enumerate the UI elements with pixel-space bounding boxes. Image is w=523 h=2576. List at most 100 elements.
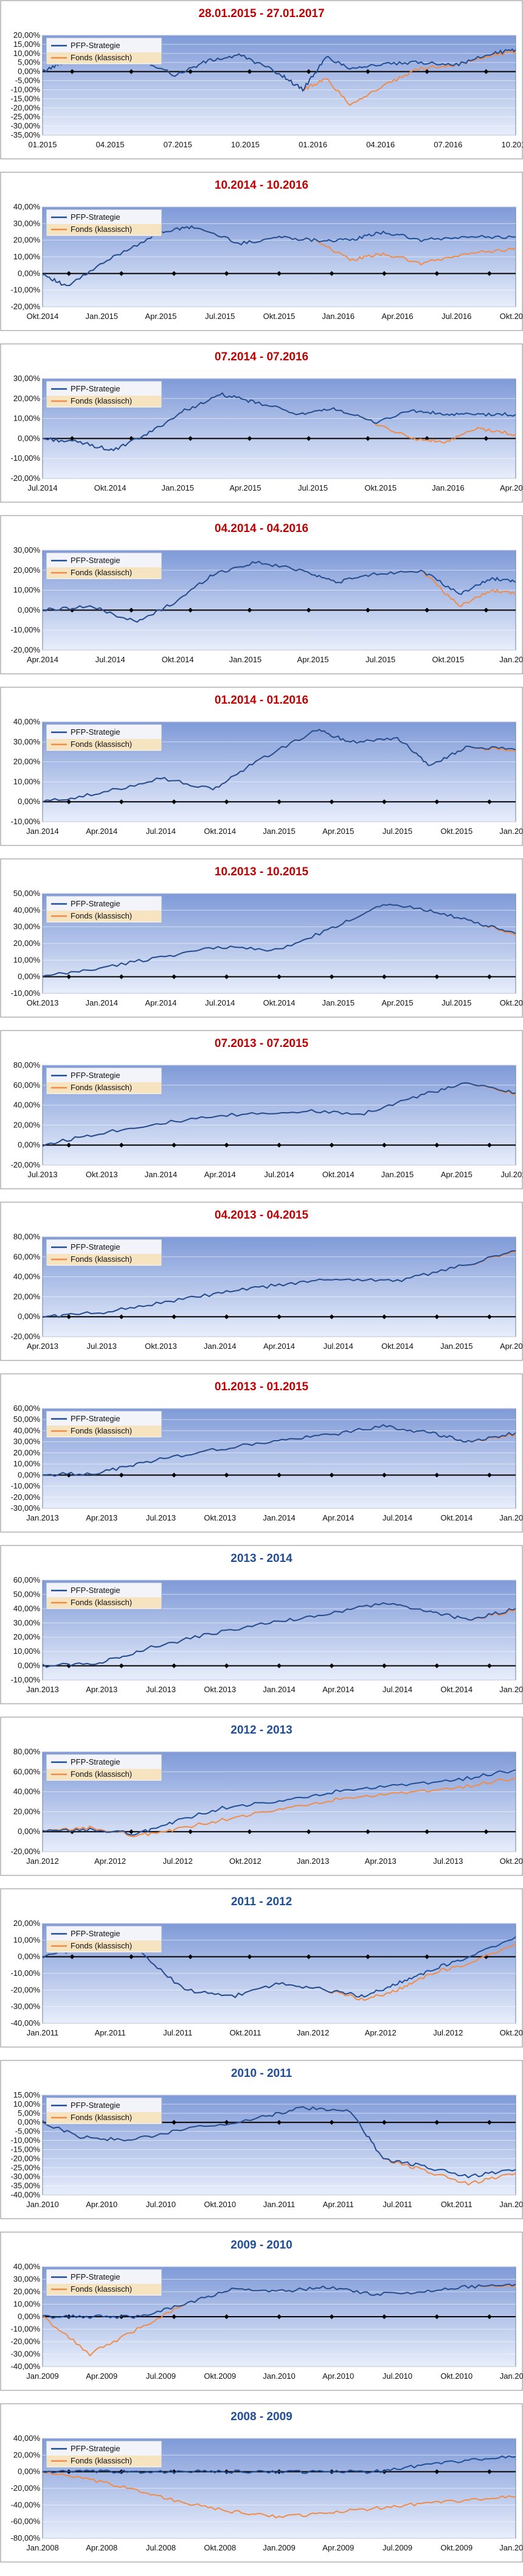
zero-line-marker <box>487 271 492 276</box>
chart-svg: 07.2013 - 07.2015 80,00% 60,00% 40,00% 20,00… <box>0 1030 523 1189</box>
x-tick-label: Jul.2013 <box>433 1857 463 1866</box>
legend-label: PFP-Strategie <box>71 212 120 222</box>
legend-label: Fonds (klassisch) <box>71 2113 132 2122</box>
y-tick-label: -15,00% <box>11 2144 41 2154</box>
x-tick-label: Jan.2014 <box>263 1513 296 1522</box>
zero-line-marker <box>171 1314 177 1320</box>
x-tick-label: Jul.2013 <box>146 1685 176 1694</box>
series-line-pfp <box>42 1769 516 1836</box>
zero-line-marker <box>247 69 252 74</box>
x-tick-label: Okt.2015 <box>440 827 473 836</box>
legend-label: Fonds (klassisch) <box>71 568 132 577</box>
zero-line-marker <box>128 436 134 441</box>
x-tick-label: Okt.2014 <box>94 483 126 492</box>
x-tick-label: Apr.2015 <box>229 483 261 492</box>
legend-entry-bg <box>47 1082 161 1093</box>
legend-label: Fonds (klassisch) <box>71 1769 132 1779</box>
y-tick-label: 20,00% <box>13 757 41 766</box>
x-tick-label: Jan.2011 <box>27 2028 59 2037</box>
y-tick-label: -20,00% <box>11 474 41 483</box>
y-tick-label: 5,00% <box>18 2109 40 2118</box>
zero-line-marker <box>277 1663 282 1668</box>
chart-svg: 10.2013 - 10.2015 50,00% 40,00% 30,00% 20,00… <box>0 858 523 1018</box>
chart-panel: 2010 - 2011 15,00% 10,00% 5,00% 0,00% -5,00% -… <box>0 2060 523 2219</box>
zero-line-marker <box>434 271 440 276</box>
legend-entry-bg <box>47 1769 161 1780</box>
x-tick-label: Jan.2009 <box>26 2371 59 2381</box>
y-tick-label: 15,00% <box>13 40 41 49</box>
x-tick-label: Jan.2015 <box>381 1170 414 1179</box>
zero-line-marker <box>381 974 387 979</box>
y-tick-label: -30,00% <box>11 1503 41 1513</box>
y-tick-label: 0,00% <box>18 797 40 806</box>
zero-line-marker <box>424 69 430 74</box>
x-tick-label: Jan.2012 <box>26 1857 59 1866</box>
x-tick-label: Apr.2013 <box>86 1513 117 1522</box>
y-tick-label: -10,00% <box>11 1969 41 1978</box>
x-tick-label: Okt.2013 <box>145 1342 177 1351</box>
y-tick-label: -20,00% <box>11 645 41 654</box>
x-tick-label: Jan.2010 <box>263 2371 296 2381</box>
x-tick-label: Jan.2013 <box>26 1685 59 1694</box>
zero-line-marker <box>487 2314 492 2319</box>
x-tick-label: Apr.2015 <box>145 312 176 321</box>
y-tick-label: 80,00% <box>13 1060 41 1069</box>
zero-line-marker <box>277 1472 282 1478</box>
x-tick-label: 07.2015 <box>164 140 192 149</box>
x-tick-label: Apr.2009 <box>86 2371 117 2381</box>
y-tick-label: 50,00% <box>13 1415 41 1424</box>
legend-entry-bg <box>47 2455 161 2466</box>
x-tick-label: Apr.2014 <box>145 998 176 1007</box>
y-tick-label: 10,00% <box>13 2099 41 2109</box>
legend-label: Fonds (klassisch) <box>71 1426 132 1435</box>
x-tick-label: Apr.2011 <box>323 2200 354 2209</box>
y-tick-label: 30,00% <box>13 1437 41 1446</box>
x-tick-label: Jan.2013 <box>297 1857 330 1866</box>
legend-entry-bg <box>47 52 161 63</box>
zero-line-marker <box>119 1314 124 1320</box>
y-tick-label: 30,00% <box>13 374 41 383</box>
zero-line-marker <box>424 436 430 441</box>
y-tick-label: 0,00% <box>18 67 40 76</box>
x-tick-label: Jul.2014 <box>383 1685 412 1694</box>
x-tick-label: Jul.2013 <box>146 1513 176 1522</box>
y-tick-label: 80,00% <box>13 1747 41 1756</box>
y-tick-label: -20,00% <box>11 302 41 311</box>
y-tick-label: -40,00% <box>11 2190 41 2199</box>
legend-entry-bg <box>47 396 161 407</box>
x-tick-label: Jan.2008 <box>26 2543 59 2552</box>
x-tick-label: Apr.2016 <box>500 483 523 492</box>
zero-line-marker <box>381 2119 387 2125</box>
x-tick-label: Jul.2014 <box>146 827 176 836</box>
y-tick-label: 10,00% <box>13 252 41 261</box>
x-tick-label: Jan.2015 <box>440 1342 473 1351</box>
chart-title: 2011 - 2012 <box>231 1895 292 1908</box>
x-tick-label: Apr.2012 <box>365 2028 397 2037</box>
x-tick-label: Okt.2009 <box>204 2371 236 2381</box>
x-tick-label: Apr.2014 <box>263 1342 295 1351</box>
y-tick-label: 0,00% <box>18 2118 40 2127</box>
x-tick-label: Apr.2010 <box>86 2200 117 2209</box>
y-tick-label: 0,00% <box>18 1827 40 1836</box>
zero-line-marker <box>329 271 334 276</box>
x-tick-label: Okt.2010 <box>204 2200 236 2209</box>
x-tick-label: Okt.2014 <box>162 655 194 664</box>
y-tick-label: -35,00% <box>11 2181 41 2190</box>
chart-panel: 01.2013 - 01.2015 60,00% 50,00% 40,00% 30,00… <box>0 1373 523 1533</box>
chart-title: 04.2014 - 04.2016 <box>215 522 308 535</box>
zero-line-marker <box>119 1143 124 1148</box>
x-tick-label: Jan.2014 <box>26 827 59 836</box>
y-tick-label: -30,00% <box>11 2172 41 2181</box>
x-tick-label: Okt.2013 <box>204 1513 236 1522</box>
zero-line-marker <box>434 974 440 979</box>
zero-line-marker <box>277 1143 282 1148</box>
y-tick-label: 20,00% <box>13 2287 41 2296</box>
series-line-pfp <box>42 392 516 452</box>
legend-label: PFP-Strategie <box>71 41 120 50</box>
x-tick-label: Okt.2013 <box>86 1170 118 1179</box>
chart-svg: 2013 - 2014 60,00% 50,00% 40,00% 30,00% 20,00… <box>0 1545 523 1704</box>
zero-line-marker <box>365 1954 370 1959</box>
y-tick-label: 40,00% <box>13 1787 41 1796</box>
zero-line-marker <box>188 436 193 441</box>
x-tick-label: Jul.2013 <box>27 1170 57 1179</box>
